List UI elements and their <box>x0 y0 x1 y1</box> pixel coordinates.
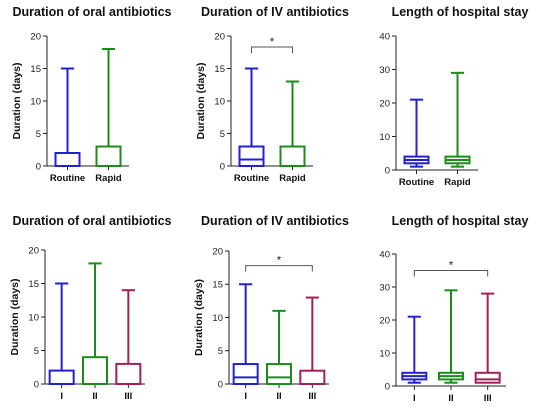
iqr-box <box>232 363 259 386</box>
y-tick-label: 15 <box>212 280 223 291</box>
box-routine <box>403 98 430 168</box>
chart-title: Duration of oral antibiotics <box>12 5 171 19</box>
y-tick-label: 15 <box>28 279 39 290</box>
y-tick-label: 10 <box>379 132 390 143</box>
y-tick-label: 0 <box>385 381 390 392</box>
y-tick-label: 15 <box>30 64 41 75</box>
y-tick-label: 20 <box>379 98 390 109</box>
significance-star: * <box>449 260 454 272</box>
box-rapid <box>444 71 471 168</box>
x-tick-label: I <box>413 393 416 404</box>
box-rapid <box>279 80 306 167</box>
x-tick-label: II <box>448 393 453 404</box>
y-tick-label: 5 <box>218 346 223 357</box>
y-tick-label: 5 <box>36 129 41 140</box>
significance-bracket <box>245 265 313 272</box>
y-axis-label: Duration (days) <box>9 278 21 355</box>
x-tick-label: Routine <box>399 177 434 188</box>
y-tick-label: 0 <box>218 379 223 390</box>
y-axis-label: Duration (days) <box>11 62 23 139</box>
x-tick-label: II <box>92 391 97 402</box>
x-tick-label: Rapid <box>444 177 471 188</box>
box-iii <box>474 292 501 384</box>
y-tick-label: 10 <box>28 312 39 323</box>
box-rapid <box>95 48 122 167</box>
x-tick-label: III <box>484 393 492 404</box>
x-tick-label: Rapid <box>95 173 122 184</box>
y-tick-label: 10 <box>214 96 225 107</box>
iqr-box <box>238 145 265 167</box>
y-tick-label: 0 <box>36 161 41 172</box>
y-tick-label: 20 <box>212 246 223 257</box>
iqr-box <box>54 152 81 167</box>
box-ii <box>266 309 292 386</box>
y-tick-label: 20 <box>28 245 39 256</box>
significance-bracket <box>251 46 293 54</box>
iqr-box <box>95 145 122 167</box>
boxplot-panel-5: Duration of IV antibiotics Duration (days… <box>193 214 349 402</box>
boxplot-panel-1: Duration of oral antibiotics Duration (da… <box>11 5 172 184</box>
boxplot-panel-3: Length of hospital stay 0 10 20 30 40 Routine R… <box>379 5 529 188</box>
box-i <box>48 282 75 386</box>
x-tick-label: I <box>244 391 247 402</box>
box-routine <box>238 67 265 167</box>
chart-title: Duration of oral antibiotics <box>12 214 171 228</box>
chart-title: Length of hospital stay <box>392 214 529 228</box>
box-routine <box>54 67 81 167</box>
y-axis-label: Duration (days) <box>195 62 207 139</box>
iqr-box <box>299 369 326 385</box>
y-tick-label: 20 <box>214 31 225 42</box>
iqr-box <box>474 371 501 384</box>
y-tick-label: 10 <box>212 313 223 324</box>
y-tick-label: 10 <box>30 96 41 107</box>
y-tick-label: 0 <box>220 161 225 172</box>
x-tick-label: Rapid <box>279 173 306 184</box>
y-tick-label: 15 <box>214 64 225 75</box>
y-tick-label: 0 <box>385 165 390 176</box>
y-tick-label: 5 <box>34 346 39 357</box>
y-tick-label: 20 <box>30 31 41 42</box>
box-ii <box>438 289 464 384</box>
iqr-box <box>48 369 75 386</box>
iqr-box <box>266 363 292 386</box>
y-tick-label: 5 <box>220 129 225 140</box>
y-tick-label: 10 <box>379 348 390 359</box>
x-tick-label: II <box>276 391 281 402</box>
y-tick-label: 40 <box>379 31 390 42</box>
y-tick-label: 20 <box>379 315 390 326</box>
boxplot-panel-2: Duration of IV antibiotics Duration (days… <box>195 5 349 184</box>
iqr-box <box>279 145 306 167</box>
box-iii <box>299 296 326 385</box>
significance-star: * <box>270 36 275 48</box>
iqr-box <box>115 362 142 385</box>
y-tick-label: 30 <box>379 282 390 293</box>
significance-bracket <box>413 270 489 277</box>
x-tick-label: III <box>308 391 316 402</box>
y-tick-label: 0 <box>34 379 39 390</box>
y-axis-label: Duration (days) <box>193 279 205 356</box>
x-tick-label: Routine <box>50 173 85 184</box>
chart-title: Duration of IV antibiotics <box>201 214 349 228</box>
y-tick-label: 40 <box>379 249 390 260</box>
x-tick-label: I <box>60 391 63 402</box>
y-tick-label: 30 <box>379 65 390 76</box>
boxplot-panel-4: Duration of oral antibiotics Duration (da… <box>9 214 172 402</box>
box-i <box>232 283 259 386</box>
x-tick-label: III <box>124 391 132 402</box>
iqr-box <box>82 356 108 385</box>
box-iii <box>115 289 142 385</box>
significance-star: * <box>277 255 282 267</box>
chart-title: Length of hospital stay <box>392 5 529 19</box>
box-i <box>401 315 428 384</box>
chart-title: Duration of IV antibiotics <box>201 5 349 19</box>
x-tick-label: Routine <box>234 173 269 184</box>
box-ii <box>82 262 108 385</box>
